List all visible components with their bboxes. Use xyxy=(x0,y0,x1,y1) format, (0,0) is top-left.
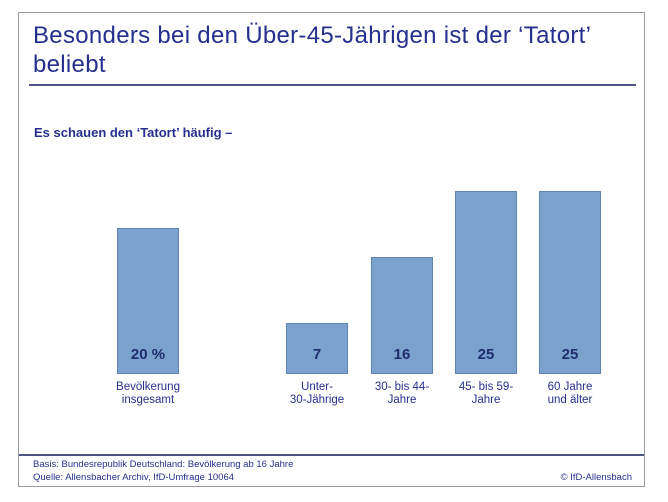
title-divider xyxy=(29,84,636,86)
bar-category-label: 60 Jahre und älter xyxy=(547,381,593,406)
chart-subtitle: Es schauen den ‘Tatort’ häufig – xyxy=(34,125,233,140)
bar: 20 % xyxy=(117,228,179,374)
bar-value-label: 20 % xyxy=(130,346,166,363)
bar-category-label: Unter- 30-Jährige xyxy=(289,381,345,406)
bar-group: 7 Unter- 30-Jährige xyxy=(255,323,379,406)
bar-value-label: 16 xyxy=(393,346,411,363)
bar: 7 xyxy=(286,323,348,374)
bar: 25 xyxy=(539,191,601,374)
bar-group: 16 30- bis 44- Jahre xyxy=(340,257,464,406)
footer-quelle: Quelle: Allensbacher Archiv, IfD-Umfrage… xyxy=(33,471,235,483)
footer-copyright: © IfD-Allensbach xyxy=(560,472,632,483)
bar: 16 xyxy=(371,257,433,374)
bar-group: 25 60 Jahre und älter xyxy=(508,191,632,406)
bar-category-label: 45- bis 59- Jahre xyxy=(458,381,514,406)
bar-group: 20 % Bevölkerung insgesamt xyxy=(86,228,210,406)
bar-category-label: Bevölkerung insgesamt xyxy=(116,381,180,406)
chart-frame: Besonders bei den Über-45-Jährigen ist d… xyxy=(18,12,645,487)
bar-category-label: 30- bis 44- Jahre xyxy=(374,381,430,406)
bar: 25 xyxy=(455,191,517,374)
footer-basis: Basis: Bundesrepublik Deutschland: Bevöl… xyxy=(33,459,294,470)
footer-divider xyxy=(19,454,644,456)
bar-group: 25 45- bis 59- Jahre xyxy=(424,191,548,406)
footer-notes: Basis: Bundesrepublik Deutschland: Bevöl… xyxy=(33,459,293,484)
bar-value-label: 7 xyxy=(312,346,322,363)
bar-chart: 20 % Bevölkerung insgesamt 7 Unter- 30-Jähr… xyxy=(19,13,646,443)
page-title: Besonders bei den Über-45-Jährigen ist d… xyxy=(33,22,591,78)
bar-value-label: 25 xyxy=(477,346,495,363)
bar-value-label: 25 xyxy=(561,346,579,363)
